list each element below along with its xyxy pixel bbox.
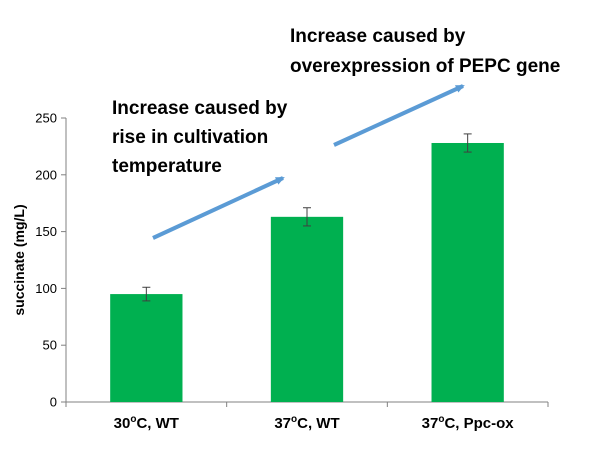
x-tick-labels: 30oC, WT 37oC, WT 37oC, Ppc-ox	[114, 414, 515, 432]
bars	[110, 142, 504, 402]
annotation-temperature-line-1: Increase caused by	[112, 98, 288, 119]
y-axis: 0 50 100 150 200 250	[35, 111, 67, 410]
annotation-temperature: Increase caused by rise in cultivation t…	[112, 98, 288, 240]
y-axis-title: succinate (mg/L)	[11, 204, 27, 315]
annotation-temperature-line-2: rise in cultivation	[112, 127, 268, 148]
error-bar	[303, 207, 311, 227]
bar	[431, 142, 504, 402]
x-tick-label: 30oC, WT	[114, 414, 179, 432]
error-bar	[463, 133, 472, 153]
annotation-arrow-temperature	[152, 176, 285, 240]
bar	[270, 216, 344, 402]
y-tick-label: 250	[35, 111, 57, 126]
x-tick-label-degree: o	[291, 414, 297, 425]
x-tick-label-number: 37	[274, 415, 291, 432]
y-tick-label: 150	[35, 224, 57, 239]
x-tick-label: 37oC, WT	[274, 414, 339, 432]
x-axis	[65, 401, 549, 407]
x-tick-label-number: 37	[422, 415, 439, 432]
x-tick-label-degree: o	[438, 414, 444, 425]
error-bars	[142, 133, 472, 302]
bar	[110, 294, 183, 402]
annotation-arrow-pepc	[333, 84, 465, 147]
y-tick-label: 50	[43, 338, 57, 353]
x-tick-label-number: 30	[114, 415, 131, 432]
x-tick-label-text: C, WT	[297, 415, 340, 432]
annotation-temperature-line-3: temperature	[112, 156, 222, 177]
x-tick-label: 37oC, Ppc-ox	[422, 414, 515, 432]
annotation-pepc: Increase caused by overexpression of PEP…	[290, 26, 560, 147]
x-tick-label-text: C, Ppc-ox	[444, 415, 514, 432]
y-tick-label: 200	[35, 167, 57, 182]
error-bar	[142, 286, 151, 302]
y-tick-label: 100	[35, 281, 57, 296]
annotation-pepc-line-1: Increase caused by	[290, 26, 466, 47]
annotation-pepc-line-2: overexpression of PEPC gene	[290, 56, 560, 77]
x-tick-label-text: C, WT	[136, 415, 179, 432]
x-tick-label-degree: o	[130, 414, 136, 425]
y-tick-label: 0	[50, 395, 57, 410]
